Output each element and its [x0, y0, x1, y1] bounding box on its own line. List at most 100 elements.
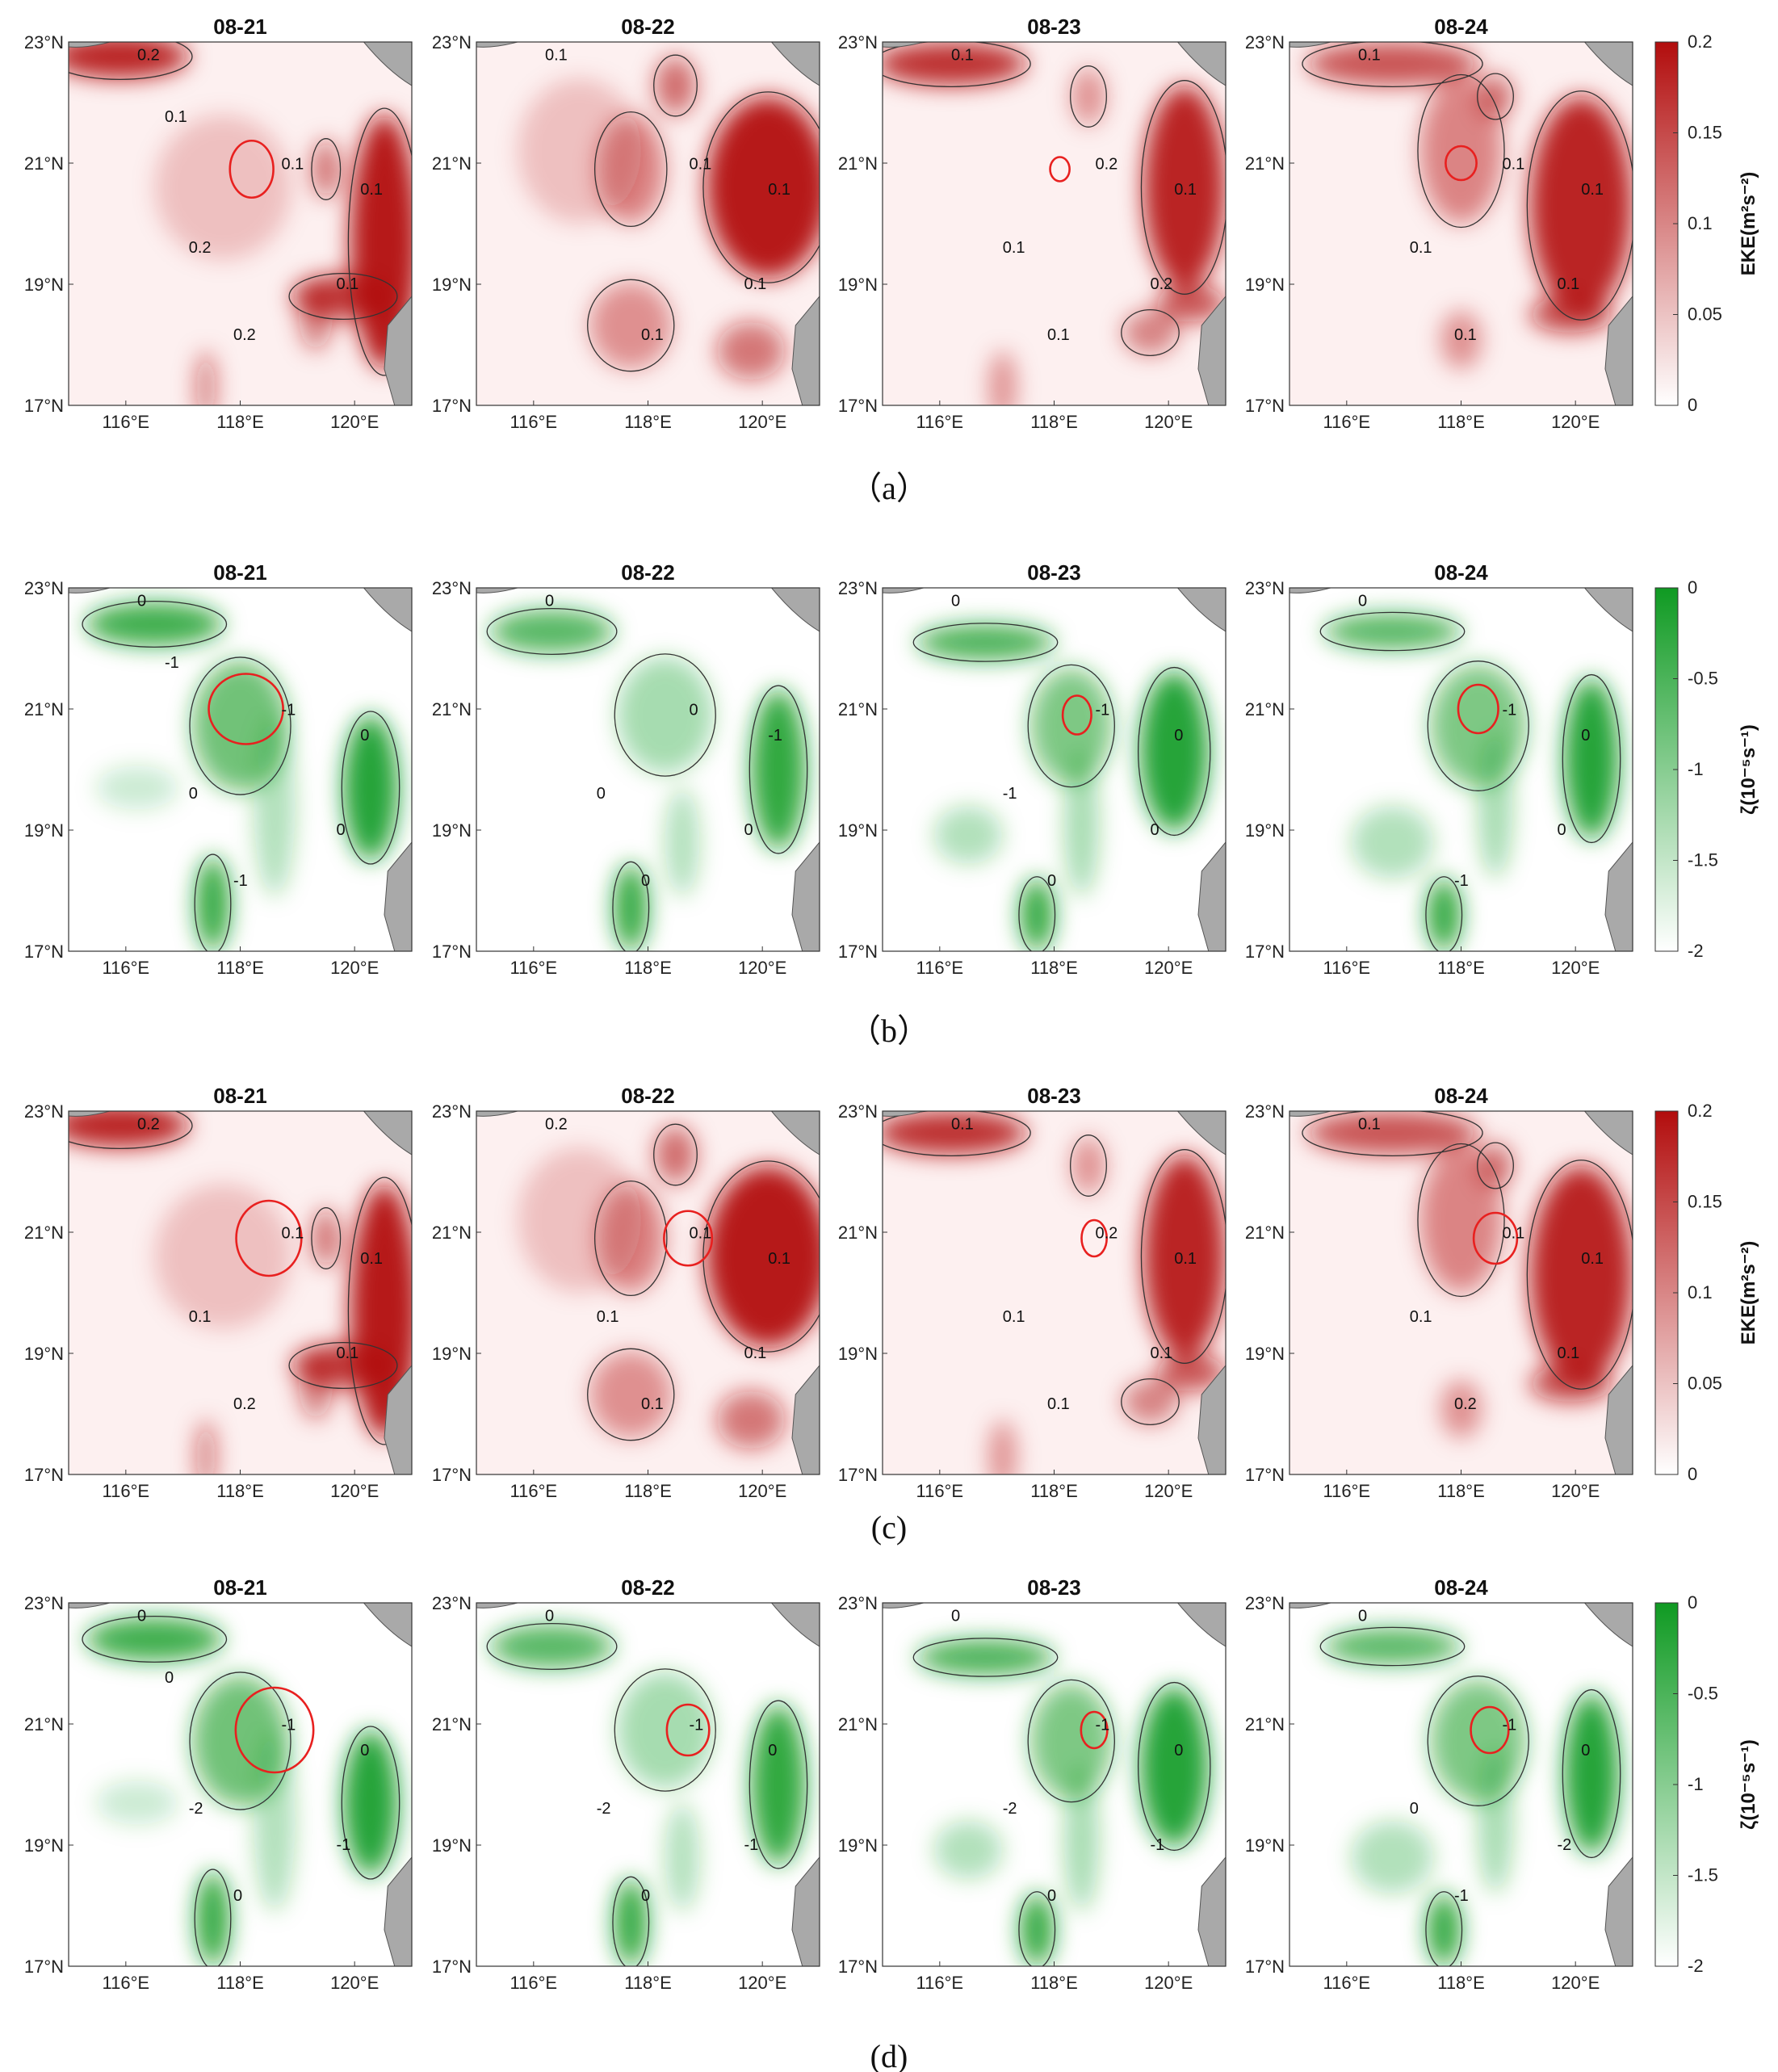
x-tick-label: 116°E — [916, 1973, 964, 1993]
eddy-outline — [1470, 1705, 1510, 1755]
field-blob — [706, 1165, 820, 1348]
contour-line — [1302, 1111, 1483, 1156]
field-blob — [1440, 311, 1482, 369]
land-mass — [1197, 1856, 1226, 1966]
land-mass — [384, 1365, 412, 1474]
x-tick-label: 120°E — [1551, 1481, 1600, 1501]
y-tick-label: 17°N — [432, 1465, 472, 1485]
contour-label: 0.1 — [690, 1225, 712, 1243]
colorbar-tick-label: 0.15 — [1688, 1192, 1722, 1212]
y-tick-label: 17°N — [838, 1465, 878, 1485]
field-blob — [254, 715, 296, 897]
contour-line — [1427, 661, 1529, 791]
contour-label: 0 — [951, 593, 960, 610]
field-blob — [1064, 1766, 1099, 1912]
contour-line — [614, 653, 716, 777]
contour-label: 0.2 — [1454, 1395, 1477, 1413]
x-tick-label: 120°E — [738, 958, 786, 978]
contour-label: 0.2 — [233, 1395, 256, 1413]
contour-label: -1 — [165, 654, 179, 672]
contour-label: 0 — [1151, 821, 1159, 839]
contour-line — [341, 1726, 400, 1880]
land-mass — [384, 1856, 412, 1966]
x-tick-label: 120°E — [1551, 1973, 1600, 1993]
colorbar-tick-label: 0 — [1688, 1464, 1697, 1484]
panel-b-08-24: 0 -1 0 0 -1 08-24 23°N 21°N 19°N 17°N 116°E 118°E 12… — [1245, 560, 1633, 978]
panel-title: 08-24 — [1434, 1084, 1488, 1108]
contour-line — [883, 1111, 1031, 1156]
x-tick-label: 118°E — [216, 1973, 264, 1993]
field-blob — [298, 278, 333, 351]
contour-label: -1 — [233, 872, 248, 890]
contour-label: 0.1 — [360, 1250, 383, 1268]
y-tick-label: 21°N — [24, 1714, 64, 1734]
contour-label: 0.1 — [1503, 156, 1525, 174]
colorbar-label: ζ(10⁻⁵s⁻¹) — [1738, 1739, 1759, 1830]
x-tick-label: 120°E — [330, 412, 379, 432]
land-mass — [1197, 841, 1226, 951]
contour-line — [1302, 42, 1483, 87]
field-blob — [1430, 664, 1527, 788]
land-mass — [1604, 296, 1633, 405]
eddy-outline — [1080, 1710, 1109, 1750]
field-blob — [1478, 1143, 1513, 1188]
contour-label: 0.1 — [951, 1116, 974, 1134]
y-tick-label: 17°N — [838, 396, 878, 416]
colorbar-label: ζ(10⁻⁵s⁻¹) — [1738, 724, 1759, 815]
land-mass — [1604, 841, 1633, 951]
x-tick-label: 120°E — [1144, 1481, 1193, 1501]
contour-line — [653, 1123, 698, 1186]
y-tick-label: 23°N — [24, 32, 64, 52]
contour-line — [1427, 1676, 1529, 1806]
field-blob — [298, 1347, 333, 1420]
y-tick-label: 19°N — [838, 1344, 878, 1364]
x-tick-label: 116°E — [1323, 1973, 1371, 1993]
y-tick-label: 19°N — [432, 820, 472, 841]
contour-line — [82, 1616, 228, 1663]
contour-label: 0.2 — [1096, 156, 1118, 174]
field-blob — [1419, 1147, 1503, 1293]
x-tick-label: 116°E — [510, 1973, 558, 1993]
eddy-outline — [1080, 1218, 1108, 1258]
contour-line — [912, 623, 1059, 662]
field-blob — [916, 624, 1055, 661]
y-tick-label: 17°N — [1245, 942, 1285, 962]
x-tick-label: 120°E — [1144, 412, 1193, 432]
eddy-outline — [663, 1210, 714, 1267]
colorbar-tick-label: 0 — [1688, 1592, 1697, 1613]
contour-label: -1 — [1151, 1836, 1165, 1854]
field-blob — [1430, 1679, 1527, 1803]
panel-title: 08-24 — [1434, 1575, 1488, 1600]
field-blob — [1071, 67, 1106, 126]
field-blob — [1071, 1136, 1106, 1195]
contour-label: 0.1 — [282, 156, 304, 174]
contour-label: 0.1 — [1174, 1250, 1197, 1268]
panel-a-08-23: 0.1 0.2 0.1 0.2 0.1 0.1 08-23 23°N 21°N 19°N 17°N 1… — [838, 15, 1227, 432]
contour-label: 0.1 — [545, 47, 568, 65]
land-mass — [1197, 1365, 1226, 1474]
contour-line — [1140, 1149, 1226, 1364]
x-tick-label: 118°E — [216, 1481, 264, 1501]
y-tick-label: 23°N — [838, 32, 878, 52]
field-blob — [1020, 1894, 1055, 1966]
y-tick-label: 23°N — [432, 578, 472, 598]
y-tick-label: 23°N — [1245, 1101, 1285, 1122]
contour-line — [702, 1160, 820, 1353]
colorbar-tick-label: -1.5 — [1688, 850, 1718, 870]
contour-label: 0 — [641, 872, 650, 890]
y-tick-label: 21°N — [838, 699, 878, 719]
contour-label: -2 — [1558, 1836, 1572, 1854]
contour-line — [612, 861, 650, 951]
contour-label: 0.1 — [641, 1395, 664, 1413]
contour-label: 0.1 — [1003, 239, 1025, 257]
contour-label: -1 — [690, 1717, 704, 1734]
y-tick-label: 21°N — [1245, 699, 1285, 719]
colorbar-label: EKE(m²s⁻²) — [1738, 172, 1759, 276]
colorbar-tick-label: 0.2 — [1688, 31, 1713, 52]
contour-line — [1070, 1135, 1107, 1197]
field-blob — [716, 321, 786, 380]
contour-line — [1121, 308, 1180, 356]
field-blob — [312, 140, 340, 199]
y-tick-label: 19°N — [1245, 820, 1285, 841]
panel-b-08-22: 0 0 -1 0 0 0 08-22 23°N 21°N 19°N 17°N 116°E 118°E 12… — [432, 560, 820, 978]
